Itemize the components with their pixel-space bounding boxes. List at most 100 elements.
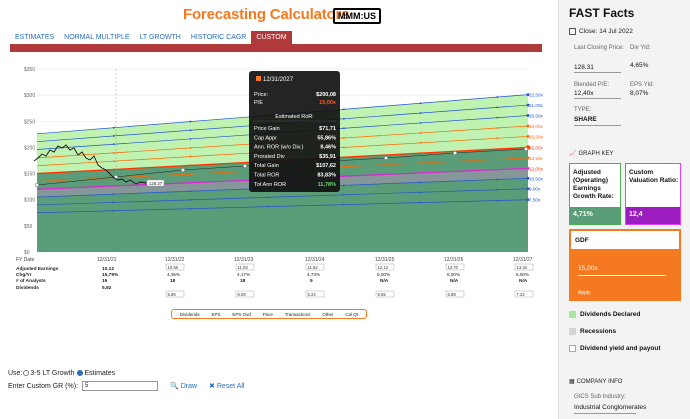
dividend-input[interactable] bbox=[165, 290, 185, 298]
pe-line-point bbox=[342, 127, 345, 130]
pe-line-point bbox=[419, 181, 422, 184]
pe-line bbox=[36, 188, 529, 206]
custom-gr-row: Enter Custom GR (%): 5 🔍 Draw ✖ Reset Al… bbox=[8, 381, 244, 391]
reset-all-button[interactable]: ✖ Reset All bbox=[209, 383, 245, 390]
pe-line-point bbox=[496, 178, 499, 181]
tooltip-label: P/E bbox=[254, 100, 263, 106]
divider bbox=[574, 125, 621, 126]
earnings-input[interactable] bbox=[514, 263, 534, 271]
tab-normal-multiple[interactable]: NORMAL MULTIPLE bbox=[64, 34, 130, 41]
chg-yr-value: 5,00% bbox=[516, 272, 529, 277]
dividend-input[interactable] bbox=[514, 290, 534, 298]
custom-gr-input[interactable]: 5 bbox=[82, 381, 159, 391]
y-tick-label: $150 bbox=[24, 172, 35, 178]
legend-cal-qt[interactable]: Cal Qt bbox=[345, 311, 359, 317]
tooltip-box bbox=[249, 71, 340, 192]
fact-value-div-yld: 4,65% bbox=[630, 62, 649, 69]
gics-label: GICS Sub Industry: bbox=[574, 394, 626, 400]
key-dividends-declared[interactable]: Dividends Declared bbox=[569, 311, 640, 318]
dividend-input[interactable] bbox=[375, 290, 395, 298]
pe-line-point bbox=[112, 193, 115, 196]
dividend-input-value: 5.96 bbox=[168, 292, 177, 297]
y-tick-label: $350 bbox=[24, 67, 35, 73]
price-line bbox=[33, 144, 147, 185]
calendar-icon bbox=[569, 28, 576, 35]
earnings-input[interactable] bbox=[445, 263, 465, 271]
custom-valuation-label: Custom Valuation Ratio: bbox=[629, 169, 679, 184]
x-tick-label: FY Date bbox=[16, 257, 34, 263]
gdf-label: GDF bbox=[575, 237, 589, 244]
legend-transactions[interactable]: Transactions bbox=[284, 311, 311, 317]
fact-value-last-close: 128.31 bbox=[574, 64, 594, 71]
table-2021-value: 15,79% bbox=[102, 272, 119, 278]
x-tick-label: 12/31/23 bbox=[234, 257, 254, 263]
pe-label: 12,00x bbox=[529, 166, 543, 171]
dividend-input[interactable] bbox=[445, 290, 465, 298]
pe-line-point bbox=[112, 126, 115, 129]
pe-label: 21,00x bbox=[529, 103, 543, 108]
pe-line-point bbox=[496, 127, 499, 129]
tooltip-ror-title: Estimated RoR: bbox=[275, 114, 314, 120]
analysts-value: N/A bbox=[380, 278, 389, 284]
pe-label: 15,00x bbox=[529, 145, 543, 150]
pe-line bbox=[36, 199, 529, 214]
forecast-chart[interactable]: $0 $50 $100 $150 $200 $250 $300 $350 22,50x 21,00… bbox=[0, 52, 552, 327]
dividend-input[interactable] bbox=[235, 290, 255, 298]
tab-custom[interactable]: CUSTOM bbox=[251, 31, 292, 44]
tooltip-label: Price Gain bbox=[254, 126, 280, 132]
dividend-input-value: 6.08 bbox=[238, 292, 247, 297]
earnings-input-value: 13.34 bbox=[517, 265, 528, 270]
gdf-input[interactable]: 15,00x bbox=[578, 265, 598, 272]
x-tick-label: 12/31/24 bbox=[305, 257, 325, 263]
eps-point bbox=[34, 182, 40, 188]
pe-line-point bbox=[112, 152, 115, 154]
custom-valuation-value: 12,4 bbox=[626, 207, 680, 224]
x-tick-label: 12/31/25 bbox=[375, 257, 395, 263]
pe-line-point bbox=[189, 129, 192, 132]
tab-estimates[interactable]: ESTIMATES bbox=[15, 34, 55, 41]
earnings-input[interactable] bbox=[375, 263, 395, 271]
legend-other[interactable]: Other bbox=[322, 311, 334, 317]
y-tick-label: $100 bbox=[24, 198, 35, 204]
tooltip-value: 15,00x bbox=[319, 100, 337, 106]
earnings-input[interactable] bbox=[165, 263, 185, 271]
legend-eps[interactable]: EPS bbox=[211, 311, 221, 317]
legend-dividends[interactable]: Dividends bbox=[179, 311, 200, 317]
analysts-value: N/A bbox=[519, 278, 528, 284]
pe-label: 10,50x bbox=[529, 176, 543, 181]
y-tick-label: $250 bbox=[24, 119, 35, 125]
legend-eps-ovd[interactable]: EPS Ovd bbox=[232, 311, 251, 317]
pe-line-point bbox=[342, 203, 345, 206]
radio-estimates[interactable] bbox=[77, 370, 84, 376]
tooltip-value: $71,71 bbox=[319, 126, 336, 132]
fact-label-last-close: Last Closing Price: bbox=[574, 45, 625, 51]
sidebar-title: FAST Facts bbox=[569, 6, 635, 20]
earnings-input-value: 12.13 bbox=[378, 265, 389, 270]
tab-lt-growth[interactable]: LT GROWTH bbox=[139, 34, 181, 41]
dividend-input[interactable] bbox=[305, 290, 325, 298]
key-recessions[interactable]: Recessions bbox=[569, 328, 616, 335]
earnings-growth-label: Adjusted (Operating) Earnings Growth Rat… bbox=[573, 169, 614, 200]
pe-line-point bbox=[419, 102, 422, 105]
fact-label-eps-yld: EPS Yld: bbox=[630, 82, 654, 88]
fact-label-type: TYPE: bbox=[574, 107, 592, 113]
radio-lt-growth[interactable] bbox=[23, 370, 30, 376]
earnings-input[interactable] bbox=[305, 263, 325, 271]
pe-line-point bbox=[496, 106, 499, 109]
pe-line-point bbox=[496, 158, 499, 161]
analysts-value: 18 bbox=[170, 278, 176, 284]
building-icon: ▦ bbox=[569, 379, 575, 385]
gics-value: Industrial Conglomerates bbox=[574, 404, 647, 411]
price-tag-label: 128.37 bbox=[149, 181, 163, 186]
draw-button[interactable]: 🔍 Draw bbox=[170, 383, 198, 390]
earnings-input[interactable] bbox=[235, 263, 255, 271]
tooltip-label: Ann. ROR (w/o Div.) bbox=[254, 145, 304, 151]
pe-label: 19,50x bbox=[529, 114, 543, 119]
tooltip-label: Prorated Div bbox=[254, 154, 285, 160]
gdf-apply-button[interactable]: Apply bbox=[578, 290, 591, 296]
tab-historic-cagr[interactable]: HISTORIC CAGR bbox=[190, 34, 247, 41]
key-dividend-yield-payout[interactable]: Dividend yield and payout bbox=[569, 345, 661, 352]
pe-line-end-point bbox=[526, 124, 530, 128]
pe-label: 22,50x bbox=[529, 93, 543, 98]
legend-price[interactable]: Price bbox=[262, 311, 273, 317]
